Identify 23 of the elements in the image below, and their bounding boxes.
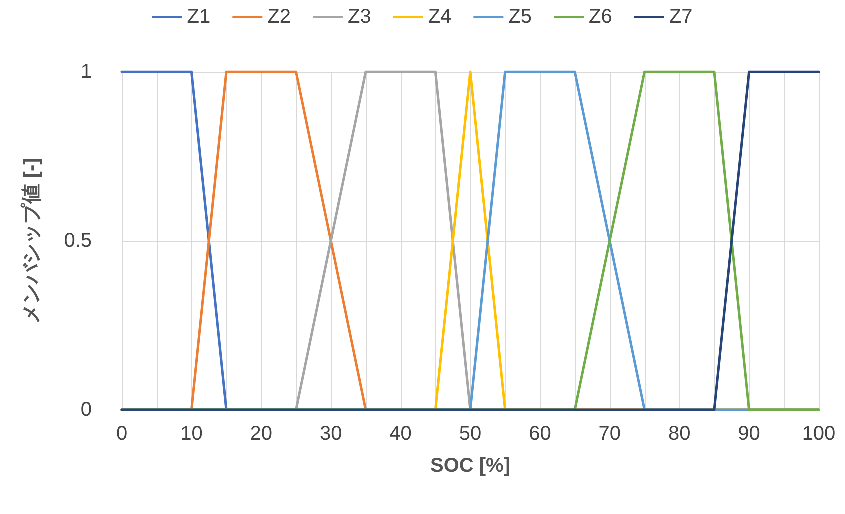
y-axis-title: メンバシップ値 [-] — [20, 158, 43, 324]
legend-label: Z4 — [428, 6, 452, 28]
legend-label: Z3 — [348, 6, 372, 28]
x-tick-label: 50 — [459, 423, 482, 445]
x-tick-label: 90 — [738, 423, 760, 445]
legend-label: Z1 — [187, 6, 211, 28]
x-tick-label: 80 — [668, 423, 691, 445]
legend-label: Z5 — [508, 6, 532, 28]
x-tick-label: 0 — [116, 423, 128, 445]
y-tick-label: 1 — [80, 61, 92, 83]
x-axis-title: SOC [%] — [430, 455, 510, 477]
x-tick-label: 10 — [180, 423, 203, 445]
x-tick-label: 60 — [529, 423, 552, 445]
legend-label: Z7 — [669, 6, 693, 28]
y-tick-label: 0 — [80, 399, 92, 421]
x-tick-label: 20 — [250, 423, 273, 445]
x-tick-label: 100 — [802, 423, 836, 445]
legend-label: Z6 — [589, 6, 612, 28]
x-tick-label: 70 — [598, 423, 622, 445]
y-tick-label: 0.5 — [64, 230, 92, 252]
x-tick-label: 30 — [320, 423, 342, 445]
legend-label: Z2 — [268, 6, 291, 28]
x-tick-label: 40 — [390, 423, 412, 445]
